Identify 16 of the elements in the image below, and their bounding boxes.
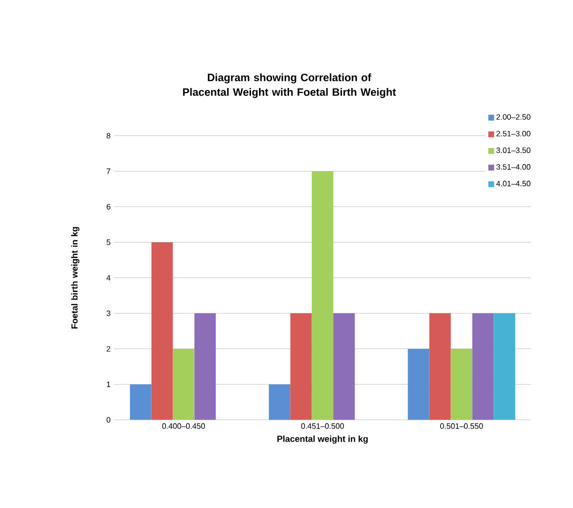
chart-title: Diagram showing Correlation of Placental Weight with Foetal Birth Weight [183,74,396,98]
bar [312,171,334,420]
bar [290,313,312,420]
bar [268,384,290,420]
bar [333,313,355,420]
bar [130,384,152,420]
bar [172,348,194,420]
bar [429,313,451,420]
y-axis-title: Foetal birth weight in kg [71,227,80,329]
bar [194,313,216,420]
bar [494,313,516,420]
bar [151,242,173,420]
bar [408,348,430,420]
x-axis-title: Placental weight in kg [277,436,368,444]
bar [472,313,494,420]
bar [450,348,472,420]
